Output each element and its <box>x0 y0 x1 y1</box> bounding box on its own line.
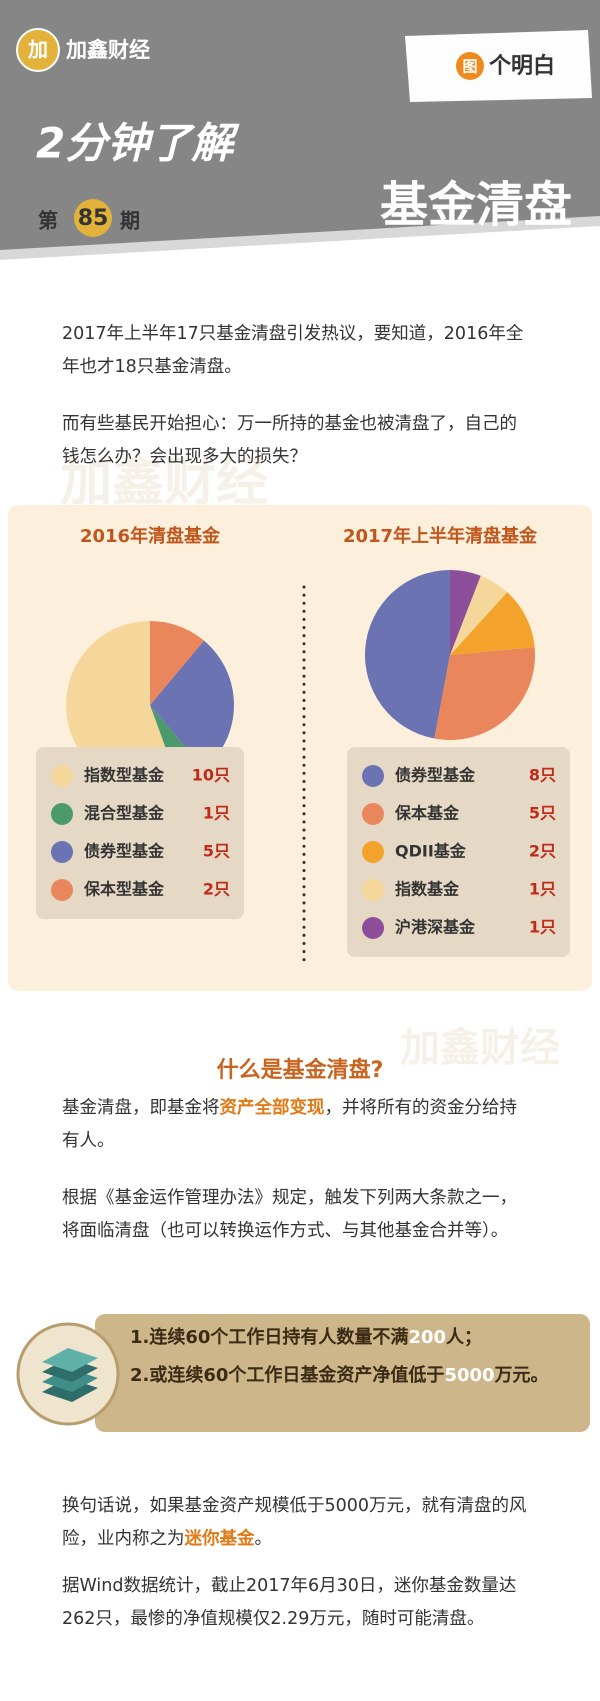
text: 而有些基民开始担心：万一所持的基金也被清盘了，自己的钱怎么办？会出现多大的损失？ <box>62 414 517 467</box>
legend-swatch <box>362 917 384 939</box>
emphasis: 迷你基金 <box>184 1529 255 1549</box>
logo-circle <box>16 28 60 72</box>
text: 基金清盘，即基金将 <box>62 1098 220 1118</box>
text: 万元。 <box>494 1365 549 1386</box>
issue-circle <box>74 199 112 237</box>
pie-slice <box>150 621 204 705</box>
text: 根据《基金运作管理办法》规定，触发下列两大条款之一，将面临清盘（也可以转换运作方… <box>62 1188 517 1241</box>
paragraph: 1.连续60个工作日持有人数量不满200人； <box>130 1322 585 1354</box>
pie-slice <box>150 640 234 770</box>
logo-text: 加鑫财经 <box>65 38 150 62</box>
pie-slice <box>450 570 481 655</box>
value-label: 10只 <box>192 766 230 785</box>
value-label: 5只 <box>203 842 230 861</box>
emphasis: 5000 <box>444 1365 495 1386</box>
badge-paper <box>405 30 592 102</box>
value-label: 2只 <box>529 842 556 861</box>
paragraph: 2017年上半年17只基金清盘引发热议，要知道，2016年全年也才18只基金清盘… <box>62 318 532 384</box>
value-label: 2只 <box>203 880 230 899</box>
paragraph: 基金清盘，即基金将资产全部变现，并将所有的资金分给持有人。 <box>62 1092 532 1158</box>
text: 换句话说，如果基金资产规模低于5000万元，就有清盘的风险，业内称之为 <box>62 1496 527 1549</box>
value-label: 1只 <box>529 918 556 937</box>
issue-prefix: 第 <box>38 209 58 233</box>
box-bg <box>95 1314 590 1432</box>
section-title: 什么是基金清盘? <box>216 1058 384 1083</box>
text: 2017年上半年17只基金清盘引发热议，要知道，2016年全年也才18只基金清盘… <box>62 324 524 377</box>
legend-label: 混合型基金 <box>84 804 165 823</box>
legend-swatch <box>362 841 384 863</box>
text: 。 <box>254 1529 273 1549</box>
text: 人； <box>446 1327 483 1348</box>
watermark: 加鑫财经 <box>400 1025 560 1071</box>
condition-box <box>16 1314 590 1432</box>
legend-swatch <box>51 879 73 901</box>
legend-swatch <box>362 803 384 825</box>
header-edge <box>0 222 600 290</box>
title: 2分钟了解 <box>36 119 240 168</box>
header: 加 加鑫财经 图 个明白 2分钟了解 第 85 期 基金清盘 <box>0 0 600 290</box>
issue: 85 <box>78 206 109 231</box>
legend-swatch <box>51 803 73 825</box>
paragraph: 根据《基金运作管理办法》规定，触发下列两大条款之一，将面临清盘（也可以转换运作方… <box>62 1182 532 1248</box>
legend-swatch <box>51 765 73 787</box>
pie-slice <box>450 592 535 655</box>
topic: 基金清盘 <box>380 177 572 233</box>
text: 或连续60个工作日基金资产净值低于 <box>149 1365 445 1386</box>
legend-label: 指数型基金 <box>84 766 165 785</box>
legend-swatch <box>51 841 73 863</box>
legend-label: 指数基金 <box>395 880 460 899</box>
legend-swatch <box>362 879 384 901</box>
legend-bg <box>36 747 244 919</box>
logo-mark: 加 <box>27 38 48 62</box>
pie-slice <box>434 647 535 740</box>
chart-title: 2017年上半年清盘基金 <box>343 525 538 547</box>
chart-title: 2016年清盘基金 <box>80 525 221 547</box>
legend-label: 债券型基金 <box>84 842 165 861</box>
text: 1. <box>130 1327 150 1348</box>
badge-text: 个明白 <box>489 53 555 79</box>
pie-slice <box>450 575 508 655</box>
text: 连续60个工作日持有人数量不满 <box>149 1327 409 1348</box>
emphasis: 200 <box>408 1327 447 1348</box>
legend-label: 保本型基金 <box>83 880 165 899</box>
value-label: 1只 <box>203 804 230 823</box>
paragraph: 2.或连续60个工作日基金资产净值低于5000万元。 <box>130 1360 585 1392</box>
text: ，并将所有的资金分给持有人。 <box>62 1098 517 1151</box>
badge-icon-circle <box>456 52 484 80</box>
emphasis: 资产全部变现 <box>219 1098 325 1118</box>
legend-label: 债券型基金 <box>395 766 476 785</box>
legend-bg <box>347 747 570 957</box>
text: 2. <box>130 1365 150 1386</box>
legend-label: QDII基金 <box>395 842 467 861</box>
paragraph: 据Wind数据统计，截止2017年6月30日，迷你基金数量达262只，最惨的净值… <box>62 1570 532 1636</box>
text: 据Wind数据统计，截止2017年6月30日，迷你基金数量达262只，最惨的净值… <box>62 1576 517 1629</box>
paragraph: 而有些基民开始担心：万一所持的基金也被清盘了，自己的钱怎么办？会出现多大的损失？ <box>62 408 532 474</box>
value-label: 1只 <box>529 880 556 899</box>
legend-swatch <box>362 765 384 787</box>
pie-slice <box>364 570 450 739</box>
book-icon <box>42 1348 98 1402</box>
legend-label: 沪港深基金 <box>395 918 476 937</box>
badge-icon: 图 <box>462 58 477 76</box>
header-stripe <box>0 216 600 260</box>
legend-label: 保本基金 <box>394 804 460 823</box>
value-label: 8只 <box>529 766 556 785</box>
issue-suffix: 期 <box>120 209 140 233</box>
value-label: 5只 <box>529 804 556 823</box>
paragraph: 换句话说，如果基金资产规模低于5000万元，就有清盘的风险，业内称之为迷你基金。 <box>62 1490 532 1556</box>
watermark: 加鑫财经 <box>60 453 269 513</box>
